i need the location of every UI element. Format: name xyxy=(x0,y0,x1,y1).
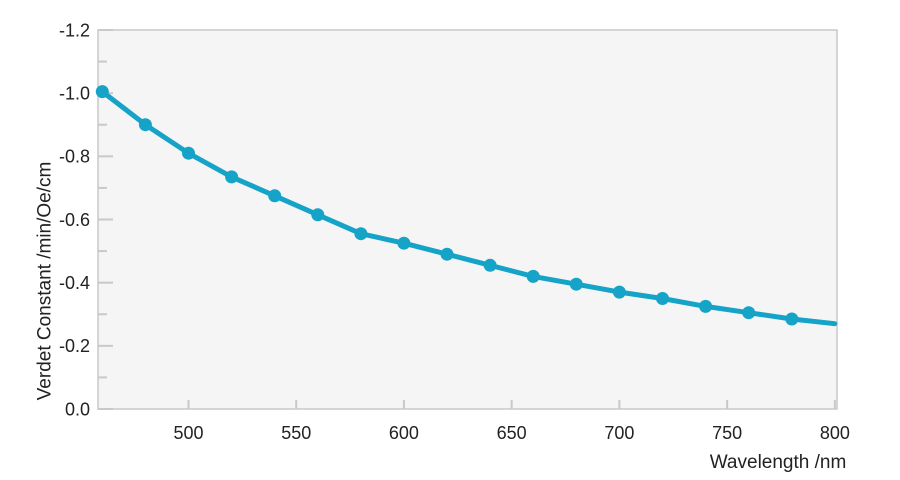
y-tick-label: -1.0 xyxy=(59,83,90,103)
x-tick-label: 800 xyxy=(820,423,850,443)
data-series xyxy=(95,85,838,327)
y-tick-label: -1.2 xyxy=(59,20,90,40)
data-point-marker xyxy=(656,292,669,305)
y-tick-label: -0.8 xyxy=(59,147,90,167)
x-tick-label: 550 xyxy=(281,423,311,443)
x-tick-label: 600 xyxy=(389,423,419,443)
data-line xyxy=(99,89,838,327)
data-point-marker xyxy=(742,306,756,320)
data-point-marker xyxy=(483,258,497,272)
x-axis-ticks xyxy=(187,400,836,409)
data-point-marker xyxy=(569,277,583,291)
data-point-marker xyxy=(440,247,454,261)
data-point-marker xyxy=(268,189,282,203)
y-axis-tick-labels: -1.2 -1.0 -0.8 -0.6 -0.4 -0.2 0.0 xyxy=(59,20,90,419)
data-point-marker xyxy=(526,269,540,283)
data-point-marker xyxy=(138,118,152,132)
y-tick-label: -0.6 xyxy=(59,210,90,230)
data-point-marker xyxy=(397,236,411,250)
data-point-marker xyxy=(354,227,368,241)
y-axis-title: Verdet Constant /min/Oe/cm xyxy=(35,162,56,401)
plot-border xyxy=(97,29,838,410)
data-point-marker xyxy=(182,146,195,160)
data-point-marker xyxy=(612,285,626,299)
x-tick-label: 750 xyxy=(712,423,742,443)
x-tick-label: 500 xyxy=(173,423,203,443)
data-point-marker xyxy=(95,85,109,99)
y-tick-label: -0.4 xyxy=(59,273,90,293)
data-point-marker xyxy=(225,170,239,184)
data-point-marker xyxy=(785,312,799,326)
x-axis-title: Wavelength /nm xyxy=(710,452,847,473)
x-axis-tick-labels: 500 550 600 650 700 750 800 xyxy=(173,423,849,443)
y-tick-label: -0.2 xyxy=(59,336,90,356)
y-tick-label: 0.0 xyxy=(65,399,90,419)
data-point-marker xyxy=(699,299,713,313)
data-point-marker xyxy=(311,208,325,222)
x-tick-label: 650 xyxy=(497,423,527,443)
plot-area xyxy=(98,30,837,409)
x-tick-label: 700 xyxy=(604,423,634,443)
